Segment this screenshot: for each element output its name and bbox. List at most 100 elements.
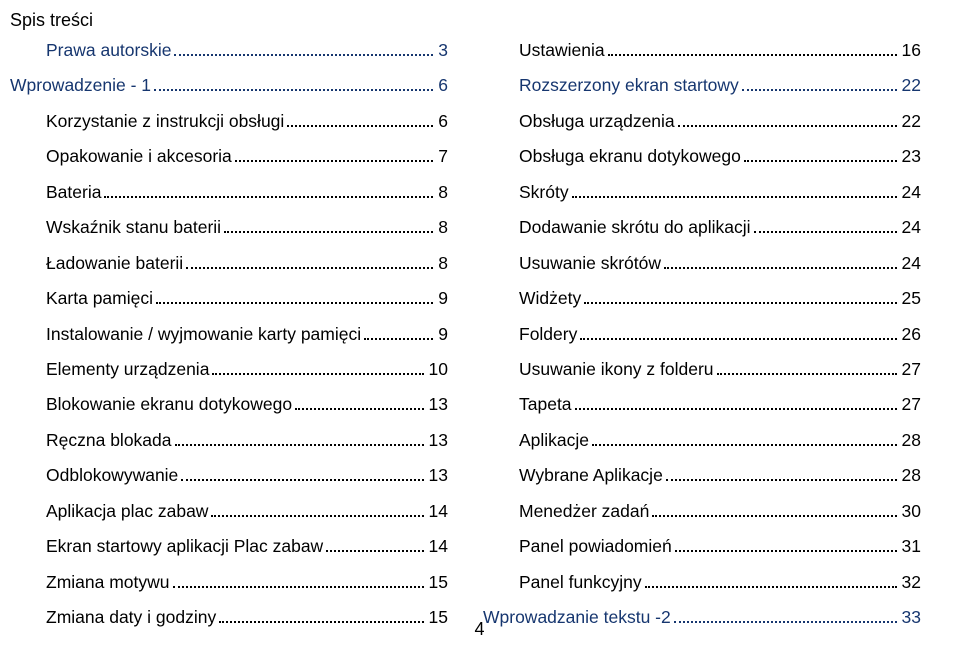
toc-entry-page: 15 xyxy=(427,606,448,629)
toc-entry-label: Ręczna blokada xyxy=(46,429,172,452)
toc-entry-leader xyxy=(156,302,433,304)
toc-entry-page: 3 xyxy=(436,39,448,62)
toc-entry-page: 26 xyxy=(900,323,921,346)
toc-entry: Widżety25 xyxy=(483,287,921,310)
toc-entry[interactable]: Wprowadzenie - 1 6 xyxy=(10,74,448,97)
toc-entry-page: 15 xyxy=(427,571,448,594)
toc-entry: Usuwanie skrótów 24 xyxy=(483,252,921,275)
toc-entry-leader xyxy=(174,54,433,56)
toc-entry-leader xyxy=(645,586,897,588)
toc-entry-page: 28 xyxy=(900,464,921,487)
toc-entry: Aplikacja plac zabaw 14 xyxy=(10,500,448,523)
toc-entry-page: 6 xyxy=(436,74,448,97)
toc-entry: Skróty 24 xyxy=(483,181,921,204)
toc-title: Spis treści xyxy=(10,10,921,31)
toc-entry: Wskaźnik stanu baterii8 xyxy=(10,216,448,239)
toc-entry-page: 9 xyxy=(436,287,448,310)
toc-entry-page: 27 xyxy=(900,393,921,416)
toc-entry: Elementy urządzenia10 xyxy=(10,358,448,381)
toc-entry-page: 14 xyxy=(427,500,448,523)
toc-entry-label: Korzystanie z instrukcji obsługi xyxy=(46,110,284,133)
toc-entry-leader xyxy=(652,515,896,517)
toc-entry-leader xyxy=(181,479,423,481)
toc-entry-label: Usuwanie ikony z folderu xyxy=(519,358,714,381)
toc-entry-label: Karta pamięci xyxy=(46,287,153,310)
toc-entry-leader xyxy=(287,125,433,127)
toc-entry-page: 13 xyxy=(427,429,448,452)
toc-entry-label: Obsługa urządzenia xyxy=(519,110,675,133)
toc-entry-page: 8 xyxy=(436,252,448,275)
toc-entry-leader xyxy=(572,196,897,198)
toc-entry: Panel funkcyjny32 xyxy=(483,571,921,594)
toc-entry-leader xyxy=(717,373,897,375)
toc-entry-page: 6 xyxy=(436,110,448,133)
toc-entry-label: Widżety xyxy=(519,287,581,310)
toc-entry-leader xyxy=(211,515,423,517)
toc-entry-label: Zmiana motywu xyxy=(46,571,170,594)
toc-entry-page: 24 xyxy=(900,252,921,275)
toc-entry: Korzystanie z instrukcji obsługi 6 xyxy=(10,110,448,133)
toc-page: Spis treści Prawa autorskie3 Wprowadzenie… xyxy=(0,0,959,648)
toc-entry: Tapeta 27 xyxy=(483,393,921,416)
toc-entry: Ładowanie baterii 8 xyxy=(10,252,448,275)
toc-entry-leader xyxy=(580,338,896,340)
toc-entry-label: Ładowanie baterii xyxy=(46,252,183,275)
toc-entry-page: 23 xyxy=(900,145,921,168)
toc-entry-leader xyxy=(666,479,897,481)
toc-entry-label: Opakowanie i akcesoria xyxy=(46,145,232,168)
toc-entry-label: Odblokowywanie xyxy=(46,464,178,487)
toc-entry-page: 7 xyxy=(436,145,448,168)
toc-entry-leader xyxy=(219,621,423,623)
toc-entry-label: Obsługa ekranu dotykowego xyxy=(519,145,741,168)
toc-entry: Odblokowywanie 13 xyxy=(10,464,448,487)
toc-entry-leader xyxy=(742,89,897,91)
toc-entry-leader xyxy=(678,125,897,127)
toc-entry-label: Aplikacja plac zabaw xyxy=(46,500,208,523)
toc-entry-page: 24 xyxy=(900,181,921,204)
toc-entry-page: 13 xyxy=(427,464,448,487)
toc-entry-label: Wprowadzenie - 1 xyxy=(10,74,151,97)
toc-entry: Obsługa urządzenia22 xyxy=(483,110,921,133)
toc-entry: Blokowanie ekranu dotykowego13 xyxy=(10,393,448,416)
toc-entry-label: Usuwanie skrótów xyxy=(519,252,661,275)
toc-entry-label: Panel funkcyjny xyxy=(519,571,642,594)
toc-left-column: Prawa autorskie3Wprowadzenie - 16Korzyst… xyxy=(10,39,448,641)
toc-entry: Zmiana daty i godziny 15 xyxy=(10,606,448,629)
toc-entry: Aplikacje28 xyxy=(483,429,921,452)
toc-entry: Bateria 8 xyxy=(10,181,448,204)
toc-entry-page: 31 xyxy=(900,535,921,558)
toc-entry-leader xyxy=(235,160,433,162)
toc-entry: Usuwanie ikony z folderu27 xyxy=(483,358,921,381)
toc-entry-page: 30 xyxy=(900,500,921,523)
toc-entry-leader xyxy=(154,89,433,91)
toc-entry-page: 8 xyxy=(436,181,448,204)
toc-entry[interactable]: Prawa autorskie3 xyxy=(10,39,448,62)
toc-entry-page: 9 xyxy=(436,323,448,346)
toc-entry-label: Bateria xyxy=(46,181,101,204)
toc-entry-label: Zmiana daty i godziny xyxy=(46,606,216,629)
toc-entry-label: Tapeta xyxy=(519,393,572,416)
toc-entry-label: Elementy urządzenia xyxy=(46,358,209,381)
toc-entry-page: 14 xyxy=(427,535,448,558)
toc-entry-label: Skróty xyxy=(519,181,569,204)
toc-entry-leader xyxy=(104,196,433,198)
toc-entry: Opakowanie i akcesoria 7 xyxy=(10,145,448,168)
toc-entry-page: 13 xyxy=(427,393,448,416)
toc-entry: Karta pamięci 9 xyxy=(10,287,448,310)
toc-entry: Foldery26 xyxy=(483,323,921,346)
toc-entry-leader xyxy=(175,444,424,446)
toc-entry-label: Instalowanie / wyjmowanie karty pamięci xyxy=(46,323,361,346)
toc-entry[interactable]: Wprowadzanie tekstu -233 xyxy=(483,606,921,629)
toc-entry-label: Wprowadzanie tekstu -2 xyxy=(483,606,671,629)
toc-entry: Panel powiadomień 31 xyxy=(483,535,921,558)
toc-entry-page: 24 xyxy=(900,216,921,239)
toc-columns: Prawa autorskie3Wprowadzenie - 16Korzyst… xyxy=(10,39,921,641)
toc-entry-label: Panel powiadomień xyxy=(519,535,672,558)
toc-entry-page: 28 xyxy=(900,429,921,452)
toc-entry-leader xyxy=(364,338,433,340)
toc-entry: Ekran startowy aplikacji Plac zabaw 14 xyxy=(10,535,448,558)
toc-entry: Menedżer zadań 30 xyxy=(483,500,921,523)
toc-entry-label: Ekran startowy aplikacji Plac zabaw xyxy=(46,535,323,558)
toc-entry[interactable]: Rozszerzony ekran startowy22 xyxy=(483,74,921,97)
toc-entry-label: Menedżer zadań xyxy=(519,500,649,523)
